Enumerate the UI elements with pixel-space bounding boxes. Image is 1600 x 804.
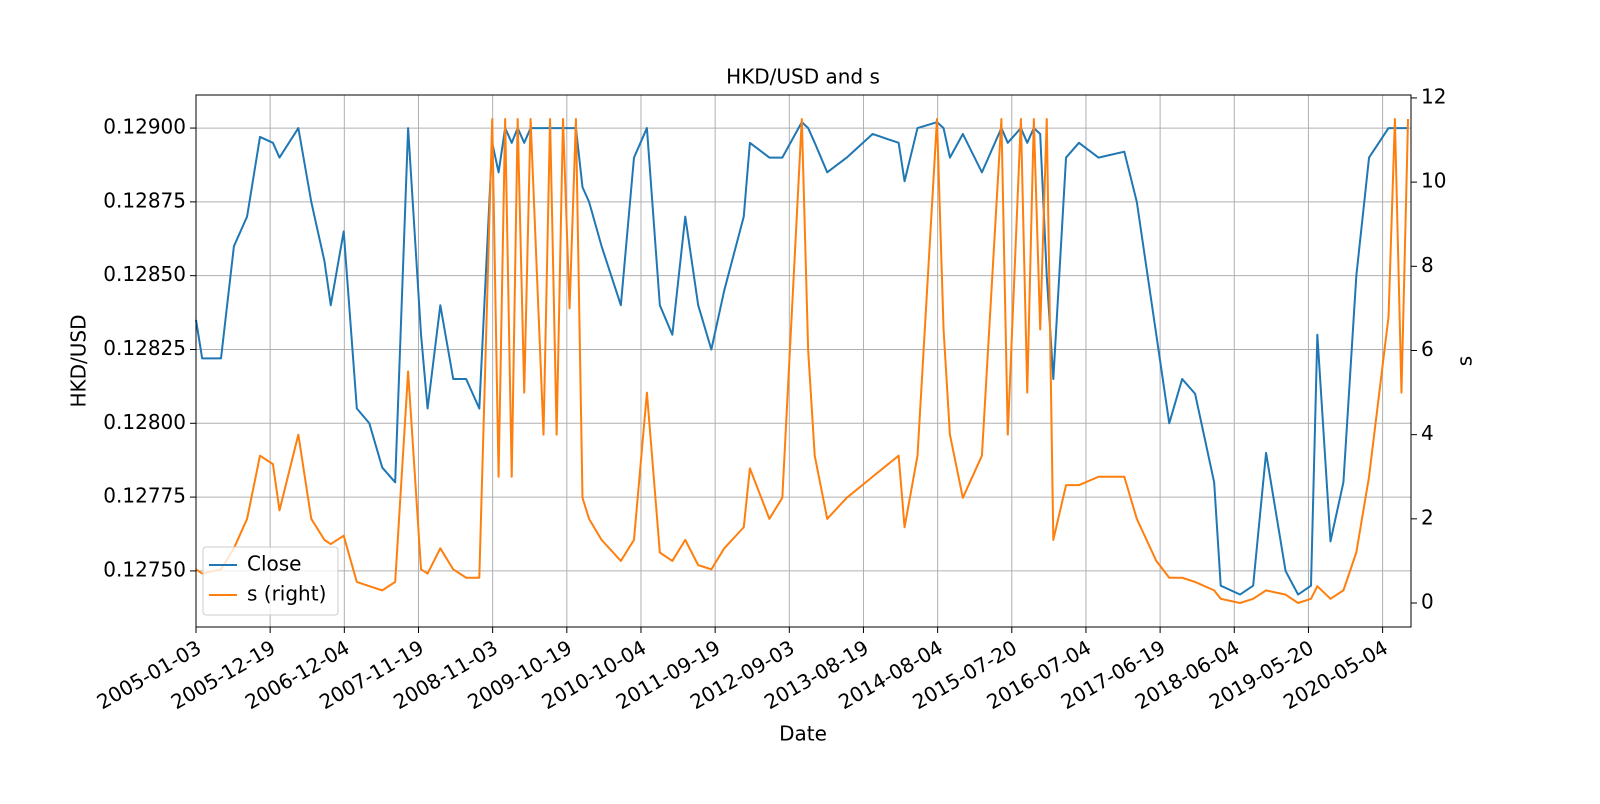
legend-label: s (right) — [247, 582, 326, 606]
y-tick-label: 0.12850 — [103, 262, 186, 286]
y-tick-label: 0.12825 — [103, 336, 186, 360]
y2-tick-label: 10 — [1421, 169, 1446, 193]
y2-axis-label: s — [1453, 356, 1477, 366]
y2-tick-label: 12 — [1421, 84, 1446, 108]
data-line — [195, 121, 1409, 596]
chart-title: HKD/USD and s — [726, 65, 880, 89]
y-tick-label: 0.12875 — [103, 188, 186, 212]
y2-tick-label: 4 — [1421, 421, 1434, 445]
y-tick-label: 0.12775 — [103, 484, 186, 508]
y2-tick-label: 6 — [1421, 337, 1434, 361]
y2-tick-label: 2 — [1421, 505, 1434, 529]
plot-frame — [195, 94, 1412, 628]
y-tick-label: 0.12900 — [103, 115, 186, 139]
y-tick-label: 0.12800 — [103, 410, 186, 434]
y-axis-label: HKD/USD — [67, 314, 91, 407]
data-line — [195, 117, 1410, 605]
legend-label: Close — [247, 552, 301, 576]
y-tick-label: 0.12750 — [103, 557, 186, 581]
y2-tick-label: 8 — [1421, 253, 1434, 277]
x-axis-label: Date — [779, 722, 827, 746]
y2-tick-label: 0 — [1421, 590, 1434, 614]
